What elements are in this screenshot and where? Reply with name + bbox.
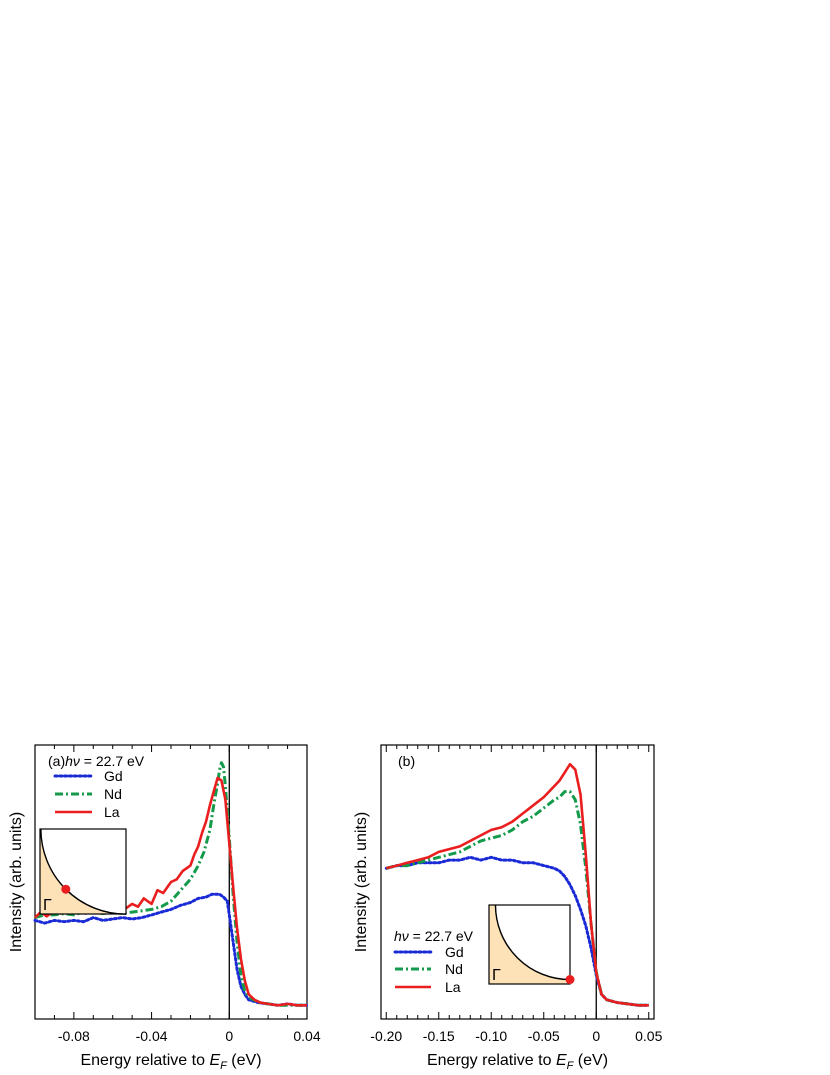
- y-axis-label: Intensity (arb. units): [8, 812, 25, 953]
- inset-frame: [39, 828, 127, 915]
- x-axis-label: Energy relative to EF (eV): [427, 1052, 608, 1072]
- inset-k-point-marker: [565, 975, 575, 985]
- x-tick-label: 0: [592, 1028, 600, 1044]
- x-axis-label: Energy relative to EF (eV): [80, 1052, 261, 1072]
- x-tick-label: 0.05: [635, 1028, 662, 1044]
- inset-k-point-marker: [61, 884, 71, 894]
- x-tick-label: -0.20: [370, 1028, 402, 1044]
- panel-label: (b): [398, 753, 415, 769]
- panel-label: (a): [48, 753, 65, 769]
- legend-label-la: La: [104, 804, 120, 820]
- legend-title: (a)hν = 22.7 eV: [48, 753, 145, 769]
- x-axis-label-prefix: Energy relative to: [427, 1052, 556, 1069]
- plot-frame: [380, 744, 655, 1020]
- legend-label-la: La: [445, 979, 461, 995]
- panel-b: -0.20 -0.15 -0.10 -0.05 0 0.05 Energy relative…: [353, 744, 663, 1072]
- legend-title-value: = 22.7 eV: [80, 753, 145, 769]
- x-axis-label-suffix: (eV): [227, 1052, 262, 1069]
- legend-label-nd: Nd: [104, 786, 122, 802]
- x-tick-label: 0: [225, 1028, 233, 1044]
- inset-gamma-label: Γ: [492, 967, 501, 984]
- legend-label-gd: Gd: [104, 768, 123, 784]
- inset-gamma-label: Γ: [43, 897, 52, 914]
- brillouin-zone-inset: Γ: [39, 828, 127, 915]
- inset-fermi-arc: [494, 904, 571, 981]
- x-axis-label-suffix: (eV): [573, 1052, 608, 1069]
- panel-a: -0.08 -0.04 0 0.04 Energy relative to EF (eV…: [8, 744, 321, 1072]
- legend-title-variable: hν: [65, 753, 80, 769]
- series-line-nd: [385, 790, 649, 1007]
- x-tick-label: -0.15: [423, 1028, 455, 1044]
- x-tick-label: -0.04: [136, 1028, 168, 1044]
- legend-title-variable: hν: [394, 928, 409, 944]
- inset-frame: [488, 904, 571, 985]
- x-axis-label-subscript: F: [220, 1060, 228, 1072]
- y-axis-label: Intensity (arb. units): [353, 812, 370, 953]
- x-tick-label: -0.10: [475, 1028, 507, 1044]
- inset-empty-region: [495, 905, 570, 980]
- legend-title: hν = 22.7 eV: [394, 928, 474, 944]
- series-line-gd: [33, 892, 309, 1007]
- brillouin-zone-inset: Γ: [488, 904, 575, 985]
- x-axis-label-subscript: F: [567, 1060, 575, 1072]
- series-line-la: [385, 762, 649, 1007]
- x-tick-label: 0.04: [293, 1028, 320, 1044]
- legend-label-nd: Nd: [445, 961, 463, 977]
- inset-empty-region: [40, 829, 126, 915]
- x-axis-label-prefix: Energy relative to: [80, 1052, 209, 1069]
- x-tick-label: -0.08: [58, 1028, 90, 1044]
- x-axis-label-variable: E: [556, 1052, 567, 1069]
- x-tick-label: -0.05: [528, 1028, 560, 1044]
- x-axis-label-variable: E: [209, 1052, 220, 1069]
- legend-label-gd: Gd: [445, 944, 464, 960]
- legend-title-value: = 22.7 eV: [409, 928, 474, 944]
